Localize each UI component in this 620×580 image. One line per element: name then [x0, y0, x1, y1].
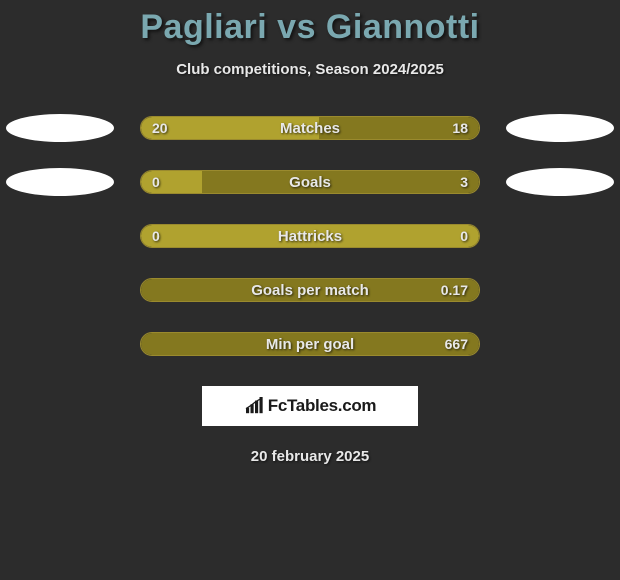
bar-left: [141, 171, 202, 193]
brand-text: FcTables.com: [268, 396, 377, 416]
stat-left-value: 20: [152, 120, 168, 136]
stat-row-matches: 20 Matches 18: [0, 114, 620, 142]
page-title: Pagliari vs Giannotti: [140, 8, 479, 47]
comparison-widget: Pagliari vs Giannotti Club competitions,…: [0, 0, 620, 465]
stat-right-value: 18: [452, 120, 468, 136]
stat-label: Goals per match: [251, 282, 369, 299]
stat-right-value: 667: [445, 336, 468, 352]
stat-row-hattricks: 0 Hattricks 0: [0, 222, 620, 250]
stat-left-value: 0: [152, 174, 160, 190]
player-right-oval: [506, 168, 614, 196]
stat-label: Matches: [280, 120, 340, 137]
stat-label: Goals: [289, 174, 331, 191]
stat-row-goals: 0 Goals 3: [0, 168, 620, 196]
stat-label: Hattricks: [278, 228, 342, 245]
stats-rows: 20 Matches 18 0 Goals 3 0 Hattricks 0: [0, 114, 620, 358]
brand-box[interactable]: FcTables.com: [202, 386, 418, 426]
player-left-oval: [6, 168, 114, 196]
stat-row-min-per-goal: Min per goal 667: [0, 330, 620, 358]
stat-left-value: 0: [152, 228, 160, 244]
bar-right: [202, 171, 479, 193]
stat-row-goals-per-match: Goals per match 0.17: [0, 276, 620, 304]
stat-right-value: 0.17: [441, 282, 468, 298]
stat-right-value: 0: [460, 228, 468, 244]
footer-date: 20 february 2025: [251, 448, 369, 465]
page-subtitle: Club competitions, Season 2024/2025: [176, 61, 444, 78]
player-left-oval: [6, 114, 114, 142]
stat-right-value: 3: [460, 174, 468, 190]
player-right-oval: [506, 114, 614, 142]
stat-label: Min per goal: [266, 336, 354, 353]
bar-chart-icon: [244, 397, 266, 415]
